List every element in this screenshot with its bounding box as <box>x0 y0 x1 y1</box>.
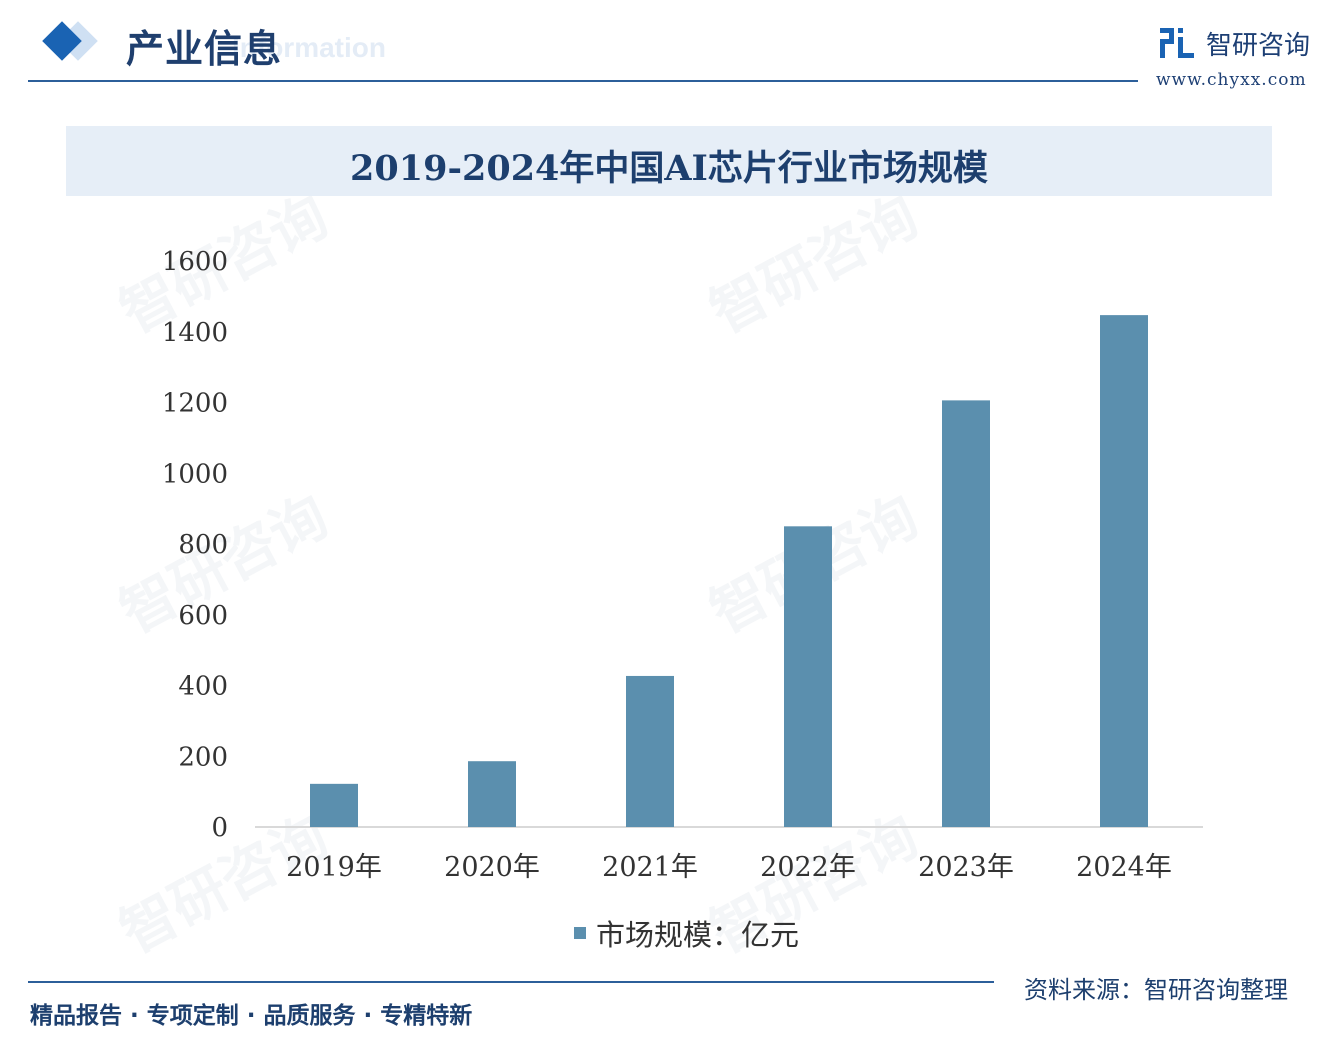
y-tick-label: 400 <box>178 672 228 702</box>
legend: 市场规模：亿元 <box>574 912 799 954</box>
bar <box>784 526 832 827</box>
brand-name: 智研咨询 <box>1206 31 1311 61</box>
header-divider <box>28 80 1138 82</box>
x-axis: 2019年 2020年 2021年 2022年 2023年 2024年 <box>286 852 1172 883</box>
section-title-en: Information <box>232 32 386 63</box>
bar <box>310 783 358 827</box>
footer-source: 资料来源：智研咨询整理 <box>1024 976 1288 1004</box>
bar <box>626 675 674 827</box>
footer-slogan: 精品报告 · 专项定制 · 品质服务 · 专精特新 <box>30 1003 473 1029</box>
x-tick-label: 2020年 <box>444 852 540 883</box>
x-tick-label: 2022年 <box>760 852 856 883</box>
bar <box>942 400 990 827</box>
legend-swatch <box>574 927 586 939</box>
x-tick-label: 2021年 <box>602 852 698 883</box>
x-tick-label: 2023年 <box>918 852 1014 883</box>
footer-divider <box>28 981 994 983</box>
brand-logo-icon <box>1160 28 1194 58</box>
section-title: 产业信息 <box>126 27 283 71</box>
y-tick-label: 200 <box>178 742 228 772</box>
y-tick-label: 1400 <box>162 318 228 348</box>
brand-url[interactable]: www.chyxx.com <box>1156 70 1307 90</box>
y-tick-label: 800 <box>178 530 228 560</box>
y-tick-label: 1600 <box>162 247 228 277</box>
y-tick-label: 1000 <box>162 459 228 489</box>
y-tick-label: 1200 <box>162 389 228 419</box>
y-tick-label: 0 <box>211 813 228 843</box>
y-tick-label: 600 <box>178 601 228 631</box>
bar <box>468 761 516 827</box>
legend-label: 市场规模：亿元 <box>596 918 800 952</box>
bar <box>1100 315 1148 827</box>
bars-group <box>310 315 1148 827</box>
chart-title: 2019-2024年中国AI芯片行业市场规模 <box>350 148 988 189</box>
chart-title-band: 2019-2024年中国AI芯片行业市场规模 <box>66 126 1272 196</box>
x-tick-label: 2019年 <box>286 852 382 883</box>
x-tick-label: 2024年 <box>1076 852 1172 883</box>
y-axis: 0 200 400 600 800 1000 1200 1400 1600 <box>162 247 228 843</box>
